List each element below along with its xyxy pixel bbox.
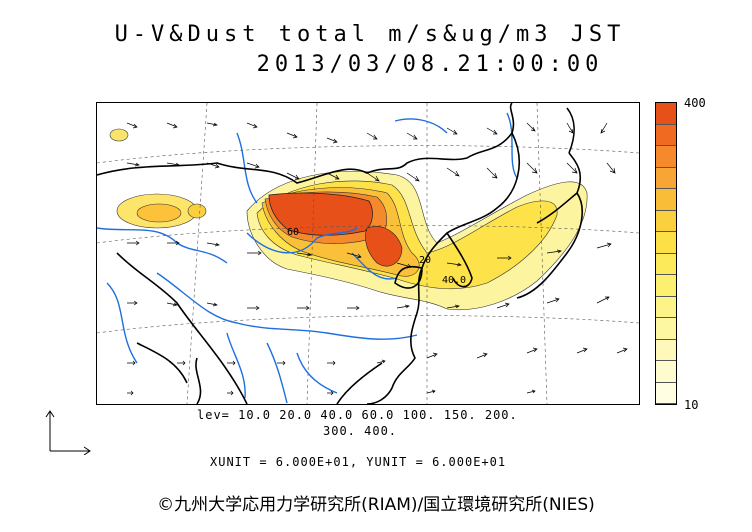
- colorbar-cell: [656, 318, 676, 340]
- levels-line-1: lev= 10.0 20.0 40.0 60.0 100. 150. 200.: [197, 408, 518, 422]
- chart-title: U-V&Dust total m/s&ug/m3 JST: [114, 22, 626, 47]
- colorbar-max-label: 400: [684, 96, 706, 110]
- contour-label-60: 60: [287, 227, 299, 238]
- rivers: [97, 112, 518, 404]
- dust-map: 60 20 40.0: [96, 102, 640, 405]
- colorbar-cell: [656, 189, 676, 211]
- unit-line: XUNIT = 6.000E+01, YUNIT = 6.000E+01: [210, 455, 507, 469]
- colorbar-cell: [656, 382, 676, 404]
- colorbar-cell: [656, 296, 676, 318]
- colorbar-min-label: 10: [684, 398, 699, 412]
- colorbar: [655, 102, 677, 405]
- colorbar-cell: [656, 339, 676, 361]
- colorbar-cell: [656, 146, 676, 168]
- colorbar-cell: [656, 232, 676, 254]
- colorbar-cell: [656, 275, 676, 297]
- contour-label-20: 20: [419, 255, 431, 266]
- reference-vector-icon: [45, 410, 91, 455]
- contour-label-40: 40.0: [442, 275, 466, 286]
- dust-plume-layer: [109, 128, 588, 311]
- colorbar-cell: [656, 124, 676, 146]
- colorbar-cell: [656, 210, 676, 232]
- colorbar-cell: [656, 103, 676, 125]
- colorbar-cell: [656, 361, 676, 383]
- wind-vectors: [126, 122, 628, 396]
- levels-line-2: 300. 400.: [323, 424, 398, 438]
- chart-timestamp: 2013/03/08.21:00:00: [256, 52, 604, 77]
- copyright-notice: ©九州大学応用力学研究所(RIAM)/国立環境研究所(NIES): [157, 495, 595, 515]
- coastlines: [97, 103, 583, 404]
- colorbar-cell: [656, 253, 676, 275]
- colorbar-cell: [656, 167, 676, 189]
